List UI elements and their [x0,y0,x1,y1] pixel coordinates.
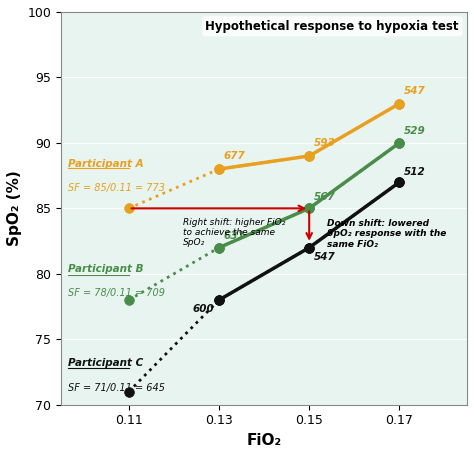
Text: Participant B: Participant B [68,264,143,274]
Text: 547: 547 [314,252,336,262]
Text: Participant A: Participant A [68,159,144,169]
Text: SF = 71/0.11 = 645: SF = 71/0.11 = 645 [68,383,165,393]
Text: 512: 512 [404,167,426,177]
Text: 631: 631 [223,231,245,241]
Text: Right shift: higher FiO₂
to achieve the same
SpO₂: Right shift: higher FiO₂ to achieve the … [183,217,285,248]
Text: 567: 567 [314,192,336,202]
Text: Participant C: Participant C [68,358,143,368]
Text: 600: 600 [193,304,214,314]
Text: 677: 677 [223,151,245,161]
X-axis label: FiO₂: FiO₂ [246,433,282,448]
Text: Down shift: lowered
SpO₂ response with the
same FiO₂: Down shift: lowered SpO₂ response with t… [327,219,447,248]
Text: 529: 529 [404,126,426,136]
Text: 547: 547 [404,86,426,96]
Text: SF = 85/0.11 = 773: SF = 85/0.11 = 773 [68,183,165,193]
Y-axis label: SpO₂ (%): SpO₂ (%) [7,171,22,246]
Text: Hypothetical response to hypoxia test: Hypothetical response to hypoxia test [205,20,459,33]
Text: 593: 593 [314,138,336,148]
Text: SF = 78/0.11 = 709: SF = 78/0.11 = 709 [68,288,165,298]
